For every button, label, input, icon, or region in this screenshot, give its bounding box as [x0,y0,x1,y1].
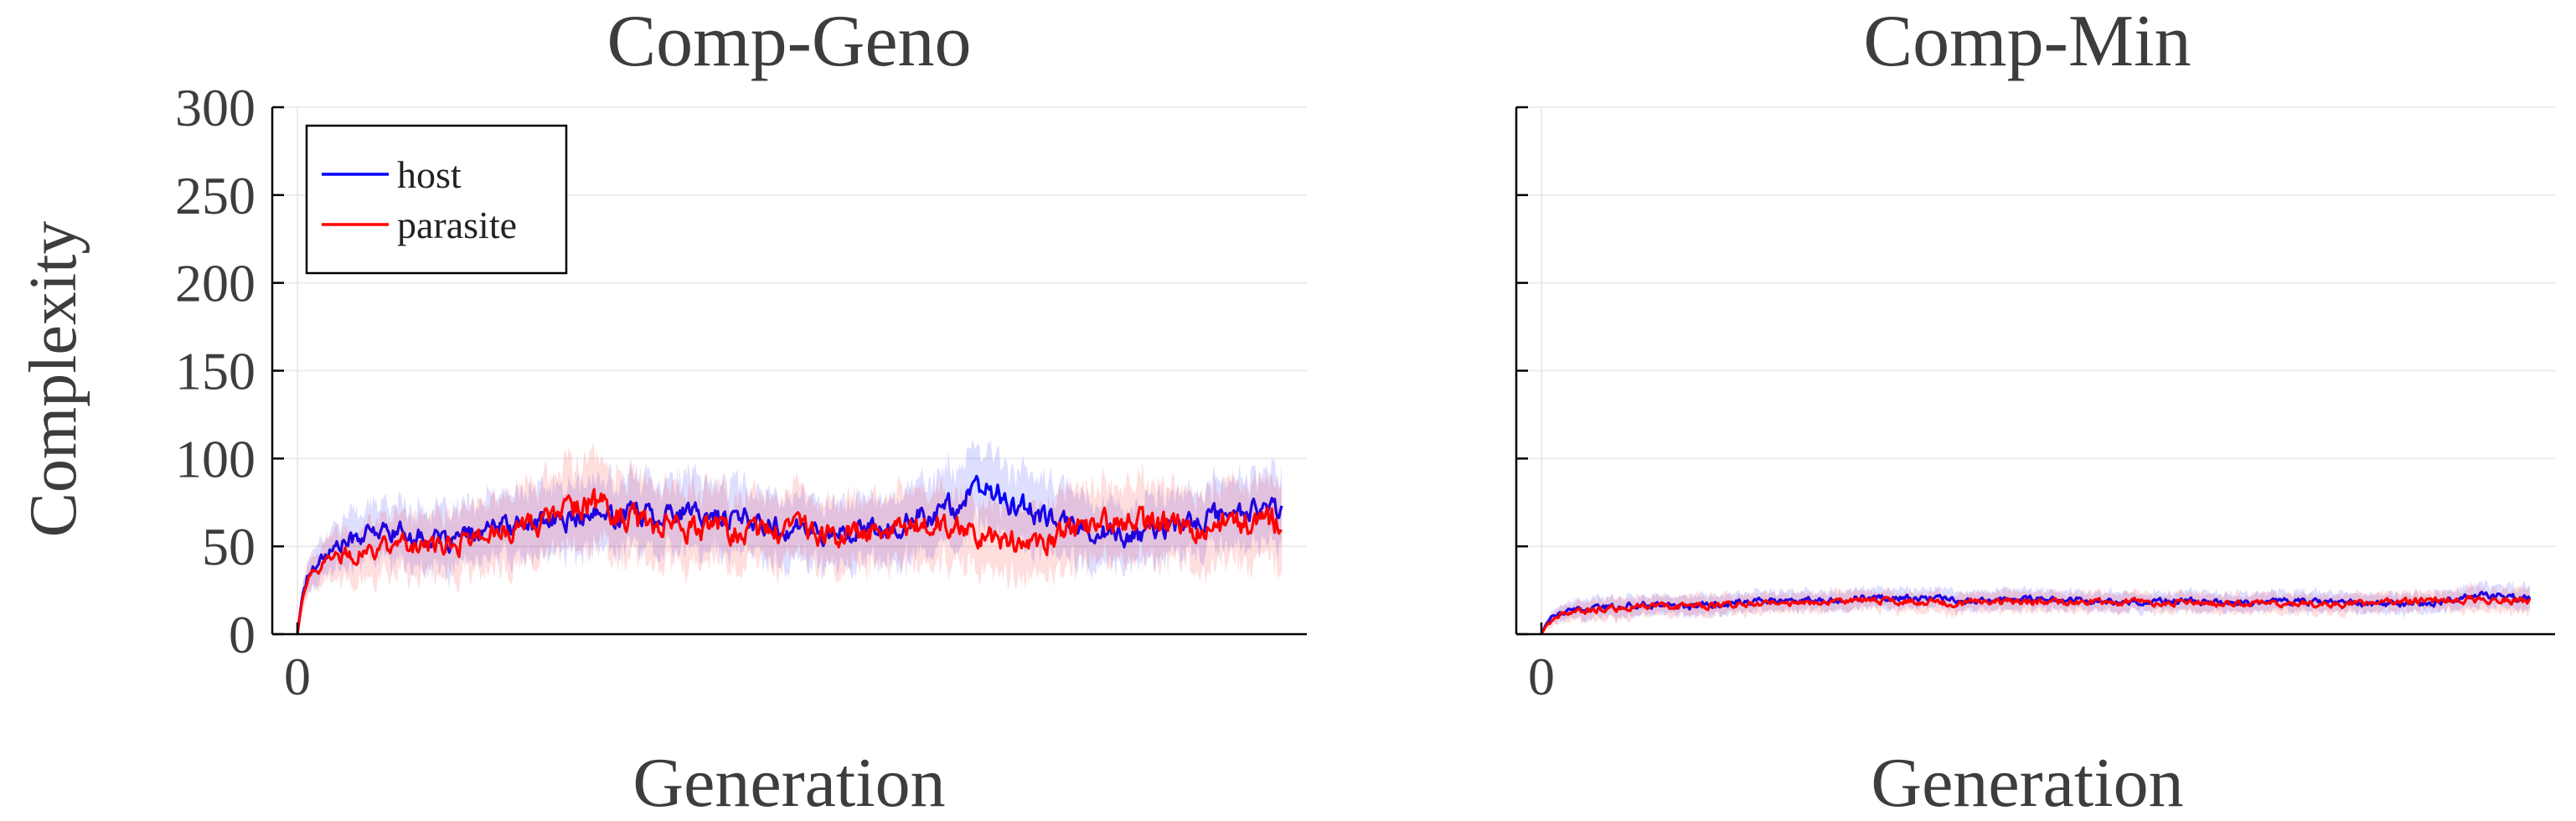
legend: host parasite [305,124,568,275]
y-tick-label: 200 [175,254,256,313]
chart-panel-1: 0 50 100 150 200 250 300 0 Comp-Geno Generation Co… [17,1,1307,821]
band-host [1541,579,2530,634]
chart-title: Comp-Geno [607,1,971,82]
legend-label-parasite: parasite [397,204,517,246]
x-axis-label: Generation [632,744,945,817]
chart-title: Comp-Min [1863,1,2191,82]
band-parasite [297,442,1282,634]
y-tick-label: 50 [202,517,256,576]
legend-box [305,124,568,275]
y-tick-label: 150 [175,342,256,401]
x-axis-label: Generation [1871,744,2183,817]
x-tick-label: 0 [284,647,311,706]
y-tick-label: 0 [229,605,256,664]
y-axis-label: Complexity [17,221,90,538]
y-tick-label: 100 [175,429,256,488]
y-tick-label: 300 [175,78,256,137]
legend-label-host: host [397,153,462,196]
x-tick-label: 0 [1528,647,1555,706]
y-tick-label: 250 [175,166,256,225]
series-line-parasite [296,488,1283,635]
series-line-parasite [1540,595,2532,635]
band-parasite [1541,581,2530,634]
chart-panel-2: 0 Comp-Min Generation [1515,1,2555,821]
